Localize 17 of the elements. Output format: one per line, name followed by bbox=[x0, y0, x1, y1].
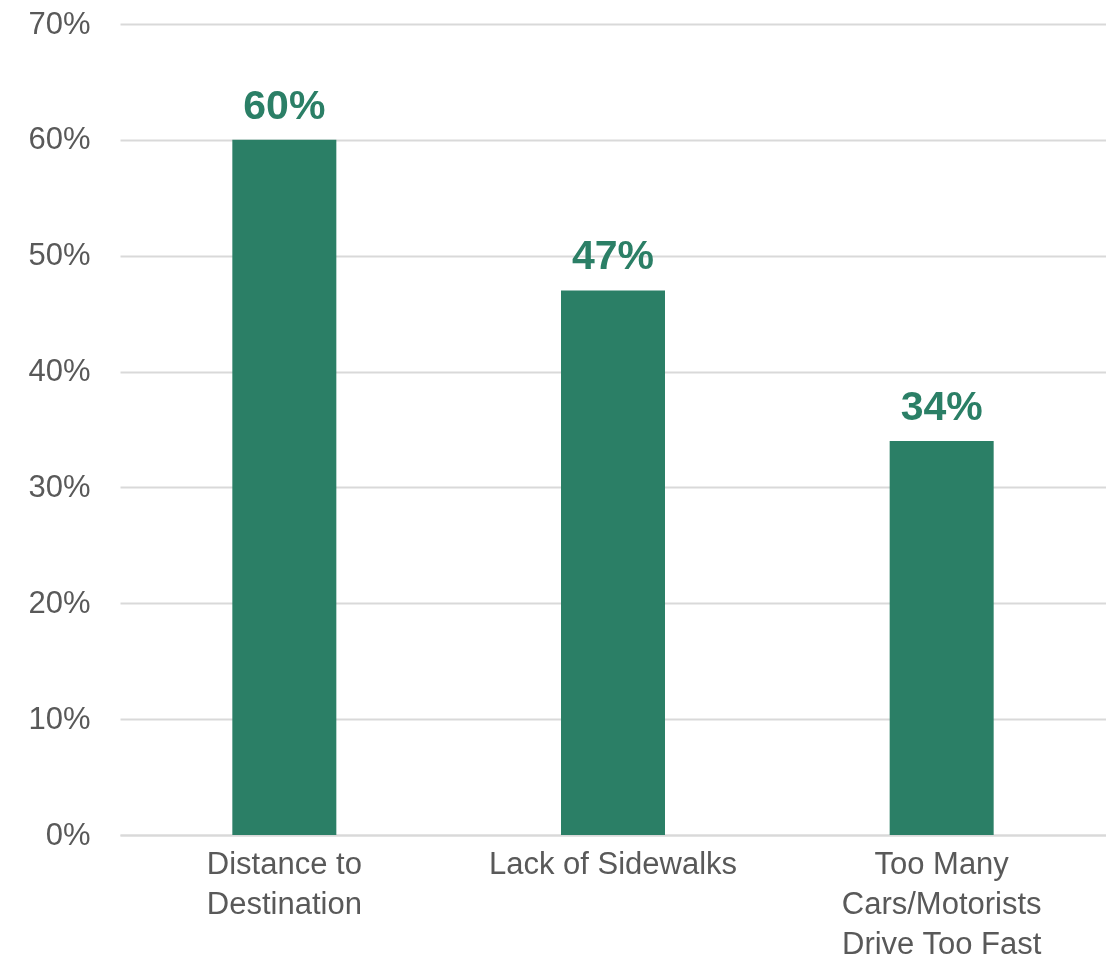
y-tick-label: 50% bbox=[28, 237, 91, 273]
data-label: 47% bbox=[571, 232, 655, 279]
y-tick-label: 20% bbox=[28, 584, 91, 620]
x-tick-label: Too Many Cars/Motorists Drive Too Fast bbox=[841, 845, 1042, 961]
y-tick-label: 10% bbox=[28, 700, 91, 736]
bar bbox=[561, 290, 665, 835]
x-tick-label: Lack of Sidewalks bbox=[488, 845, 738, 881]
bar bbox=[889, 441, 994, 835]
y-tick-label: 40% bbox=[28, 353, 91, 389]
data-label: 34% bbox=[900, 383, 983, 430]
bar bbox=[232, 139, 337, 835]
data-label: 60% bbox=[243, 81, 326, 128]
y-tick-label: 0% bbox=[45, 816, 91, 852]
x-tick-label: Distance to Destination bbox=[206, 845, 362, 921]
y-tick-label: 30% bbox=[28, 468, 91, 504]
y-tick-label: 70% bbox=[28, 5, 91, 41]
y-tick-label: 60% bbox=[28, 121, 91, 157]
